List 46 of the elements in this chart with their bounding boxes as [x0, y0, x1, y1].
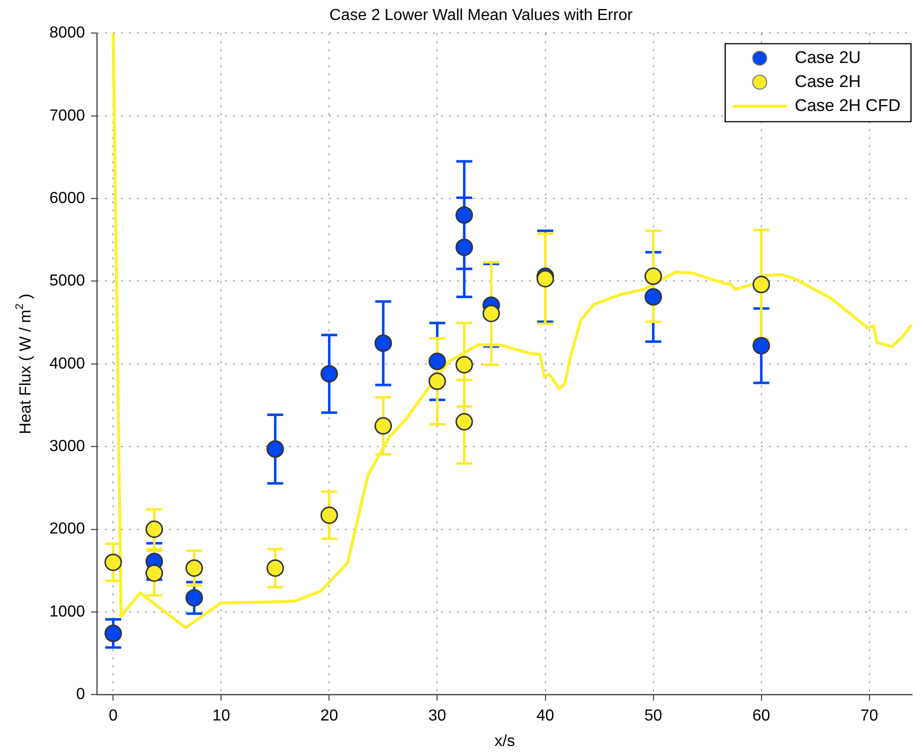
point — [752, 276, 770, 294]
y-axis-title: Heat Flux ( W / m2 ) — [14, 294, 34, 434]
x-tick-label: 0 — [108, 708, 118, 725]
x-tick-label: 40 — [536, 708, 554, 725]
point — [374, 334, 392, 352]
y-tick-label: 7000 — [49, 107, 86, 124]
point — [428, 352, 446, 370]
x-tick-label: 20 — [320, 708, 338, 725]
y-tick-label: 3000 — [49, 438, 86, 455]
x-tick-label: 50 — [644, 708, 662, 725]
point — [455, 238, 473, 256]
x-tick-label: 70 — [860, 708, 878, 725]
y-tick-label: 1000 — [49, 603, 86, 620]
point — [145, 520, 163, 538]
point — [266, 440, 284, 458]
y-tick-label: 4000 — [49, 355, 86, 372]
point — [455, 413, 473, 431]
point — [455, 206, 473, 224]
point — [145, 564, 163, 582]
point — [320, 506, 338, 524]
y-tick-label: 8000 — [49, 24, 86, 42]
point — [104, 554, 122, 572]
point — [266, 559, 284, 577]
point — [644, 268, 662, 286]
chart-title: Case 2 Lower Wall Mean Values with Error — [329, 7, 634, 24]
point — [752, 336, 770, 354]
point — [482, 304, 500, 322]
legend-label: Case 2H — [794, 72, 861, 91]
y-tick-label: 2000 — [49, 520, 86, 538]
point — [185, 589, 203, 607]
x-axis-title: x/s — [494, 732, 515, 750]
y-tick-label: 0 — [76, 686, 86, 704]
point — [644, 288, 662, 306]
legend-label: Case 2U — [794, 48, 861, 67]
point — [374, 417, 392, 435]
legend-label: Case 2H CFD — [794, 96, 901, 115]
point — [185, 559, 203, 577]
y-tick-label: 5000 — [49, 272, 86, 290]
y-tick-label: 6000 — [49, 190, 86, 207]
x-tick-label: 60 — [752, 708, 770, 725]
x-tick-label: 30 — [428, 708, 446, 725]
point — [104, 624, 122, 642]
point — [428, 372, 446, 390]
x-tick-label: 10 — [212, 708, 230, 725]
point — [455, 356, 473, 374]
point — [320, 365, 338, 383]
